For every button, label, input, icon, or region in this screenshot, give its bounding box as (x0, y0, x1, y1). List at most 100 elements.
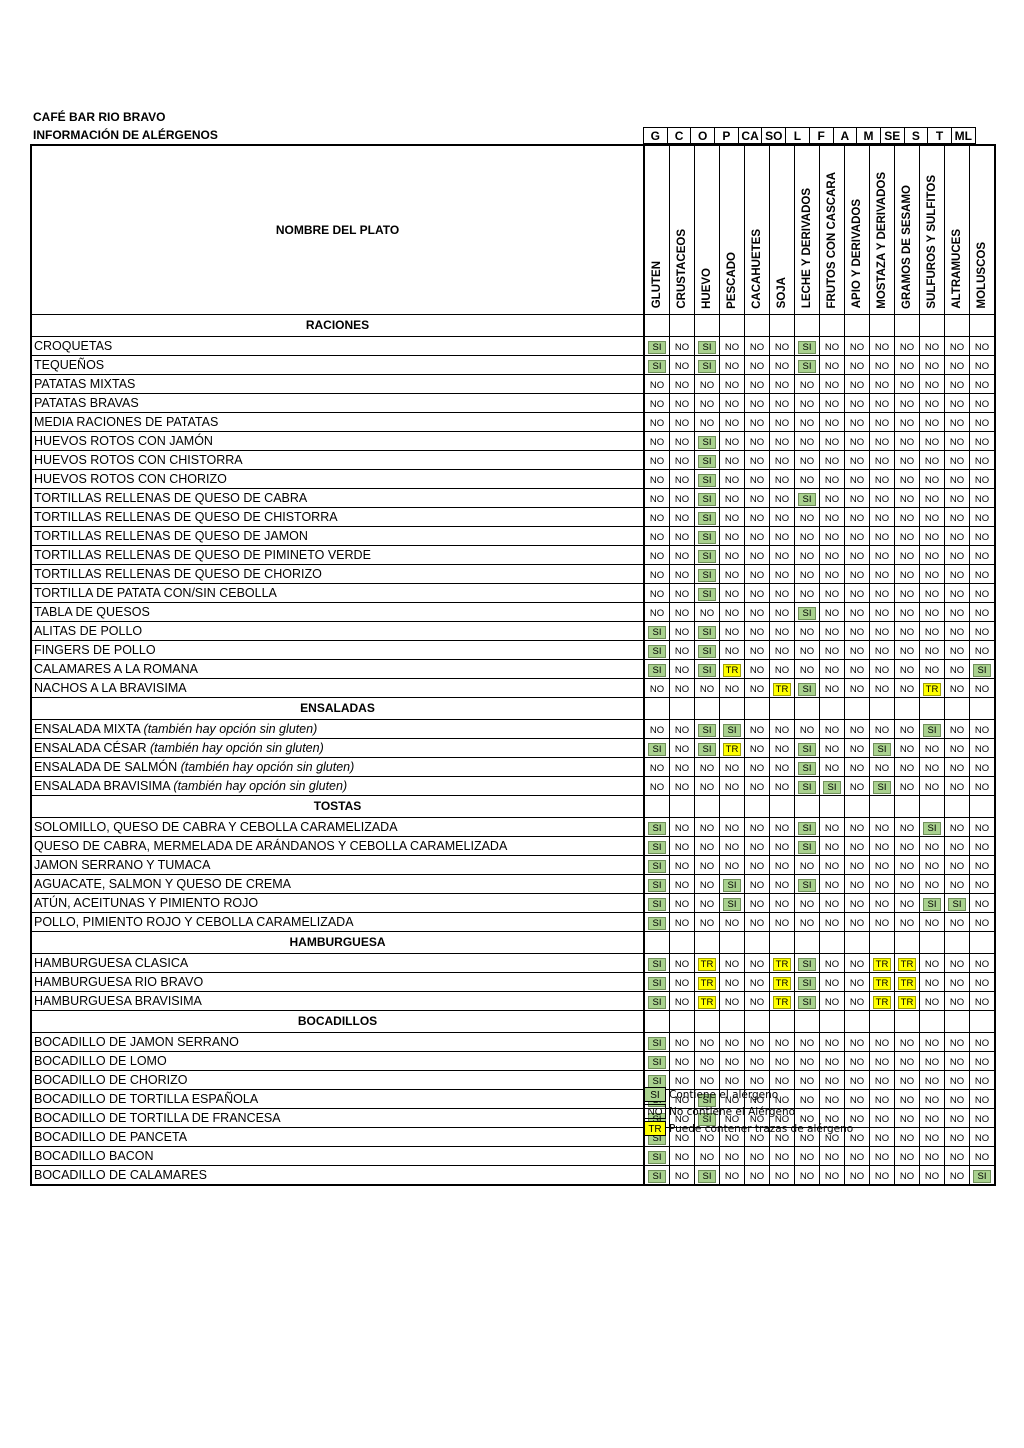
empty-cell (719, 794, 745, 818)
allergen-cell: NO (944, 1088, 970, 1109)
allergen-cell: NO (794, 411, 820, 432)
dish-label: ATÚN, ACEITUNAS Y PIMIENTO ROJO (34, 895, 259, 910)
allergen-value: NO (874, 379, 890, 391)
allergen-value: NO (974, 588, 990, 600)
allergen-cell: NO (643, 601, 670, 622)
allergen-value: NO (699, 762, 715, 774)
allergen-value: NO (774, 762, 790, 774)
empty-cell (669, 1009, 695, 1033)
dish-name: BOCADILLO DE TORTILLA ESPAÑOLA (30, 1088, 645, 1109)
allergen-value: NO (674, 417, 690, 429)
empty-cell (869, 696, 895, 720)
allergen-cell: NO (719, 677, 745, 698)
allergen-value: NO (874, 626, 890, 638)
allergen-value: NO (949, 379, 965, 391)
allergen-value: NO (749, 588, 765, 600)
empty-cell (669, 313, 695, 337)
allergen-cell: NO (844, 835, 870, 856)
allergen-value: NO (749, 1075, 765, 1087)
allergen-value: NO (749, 569, 765, 581)
allergen-cell: NO (794, 544, 820, 565)
allergen-value: NO (699, 1132, 715, 1144)
allergen-cell: NO (894, 449, 920, 470)
allergen-cell: NO (844, 563, 870, 584)
allergen-cell: NO (869, 582, 895, 603)
allergen-cell: NO (944, 563, 970, 584)
empty-cell (894, 313, 920, 337)
allergen-value: NO (924, 1075, 940, 1087)
allergen-cell: SI (794, 487, 820, 508)
allergen-cell: NO (969, 411, 996, 432)
allergen-value: NO (949, 879, 965, 891)
allergen-value: NO (674, 822, 690, 834)
allergen-value: NO (949, 1037, 965, 1049)
table-row: BOCADILLO DE LOMO SI NO NO NO NO NO NO NO NO NO NO N… (30, 1050, 996, 1071)
allergen-cell: NO (844, 1164, 870, 1185)
allergen-cell: NO (944, 430, 970, 451)
allergen-cell: NO (719, 639, 745, 660)
allergen-value: NO (724, 645, 740, 657)
allergen-value: NO (774, 607, 790, 619)
allergen-value: NO (899, 417, 915, 429)
allergen-cell: NO (869, 430, 895, 451)
allergen-value: NO (899, 664, 915, 676)
allergen-value: NO (924, 781, 940, 793)
allergen-cell: NO (919, 601, 945, 622)
allergen-value: NO (674, 879, 690, 891)
allergen-value: NO (749, 1132, 765, 1144)
allergen-value: NO (899, 841, 915, 853)
allergen-cell: NO (719, 392, 745, 413)
empty-cell (694, 313, 720, 337)
allergen-cell: NO (643, 392, 670, 413)
allergen-value: NO (924, 1037, 940, 1049)
allergen-cell: NO (844, 658, 870, 679)
dish-label: TORTILLAS RELLENAS DE QUESO DE CHISTORRA (34, 509, 338, 524)
dish-label: POLLO, PIMIENTO ROJO Y CEBOLLA CARAMELIZ… (34, 914, 354, 929)
allergen-cell: NO (744, 990, 770, 1011)
allergen-value: SI (923, 897, 941, 911)
allergen-value: NO (874, 588, 890, 600)
allergen-value: NO (899, 626, 915, 638)
allergen-value: NO (724, 417, 740, 429)
allergen-cell: NO (969, 487, 996, 508)
allergen-cell: NO (869, 1069, 895, 1090)
allergen-cell: NO (944, 737, 970, 758)
allergen-cell: NO (919, 354, 945, 375)
allergen-value: NO (974, 626, 990, 638)
allergen-cell: NO (944, 718, 970, 739)
allergen-value: NO (824, 683, 840, 695)
allergen-value: NO (974, 379, 990, 391)
allergen-value: NO (674, 550, 690, 562)
allergen-cell: NO (794, 1050, 820, 1071)
dish-label: HUEVOS ROTOS CON JAMÓN (34, 433, 213, 448)
allergen-value: SI (798, 957, 816, 971)
allergen-cell: NO (844, 854, 870, 875)
allergen-cell: SI (643, 854, 670, 875)
allergen-cell: NO (694, 911, 720, 932)
allergen-value: NO (699, 1151, 715, 1163)
empty-cell (844, 794, 870, 818)
allergen-cell: NO (869, 1107, 895, 1128)
allergen-cell: NO (919, 639, 945, 660)
allergen-value: NO (949, 1113, 965, 1125)
allergen-cell: NO (944, 449, 970, 470)
allergen-cell: NO (819, 873, 845, 894)
allergen-cell: SI (694, 544, 720, 565)
allergen-value: NO (749, 341, 765, 353)
allergen-value: NO (824, 841, 840, 853)
allergen-value: NO (949, 341, 965, 353)
allergen-value: SI (923, 821, 941, 835)
allergen-cell: NO (819, 373, 845, 394)
allergen-value: NO (924, 743, 940, 755)
allergen-cell: NO (944, 620, 970, 641)
allergen-value: NO (899, 436, 915, 448)
allergen-value: NO (849, 1170, 865, 1182)
allergen-name: CRUSTACEOS (676, 228, 688, 309)
dish-name: ENSALADA CÉSAR (también hay opción sin g… (30, 737, 645, 758)
allergen-cell: NO (844, 506, 870, 527)
allergen-value: NO (824, 531, 840, 543)
allergen-value: SI (698, 454, 716, 468)
allergen-cell: NO (744, 873, 770, 894)
empty-cell (819, 696, 845, 720)
empty-cell (919, 794, 945, 818)
